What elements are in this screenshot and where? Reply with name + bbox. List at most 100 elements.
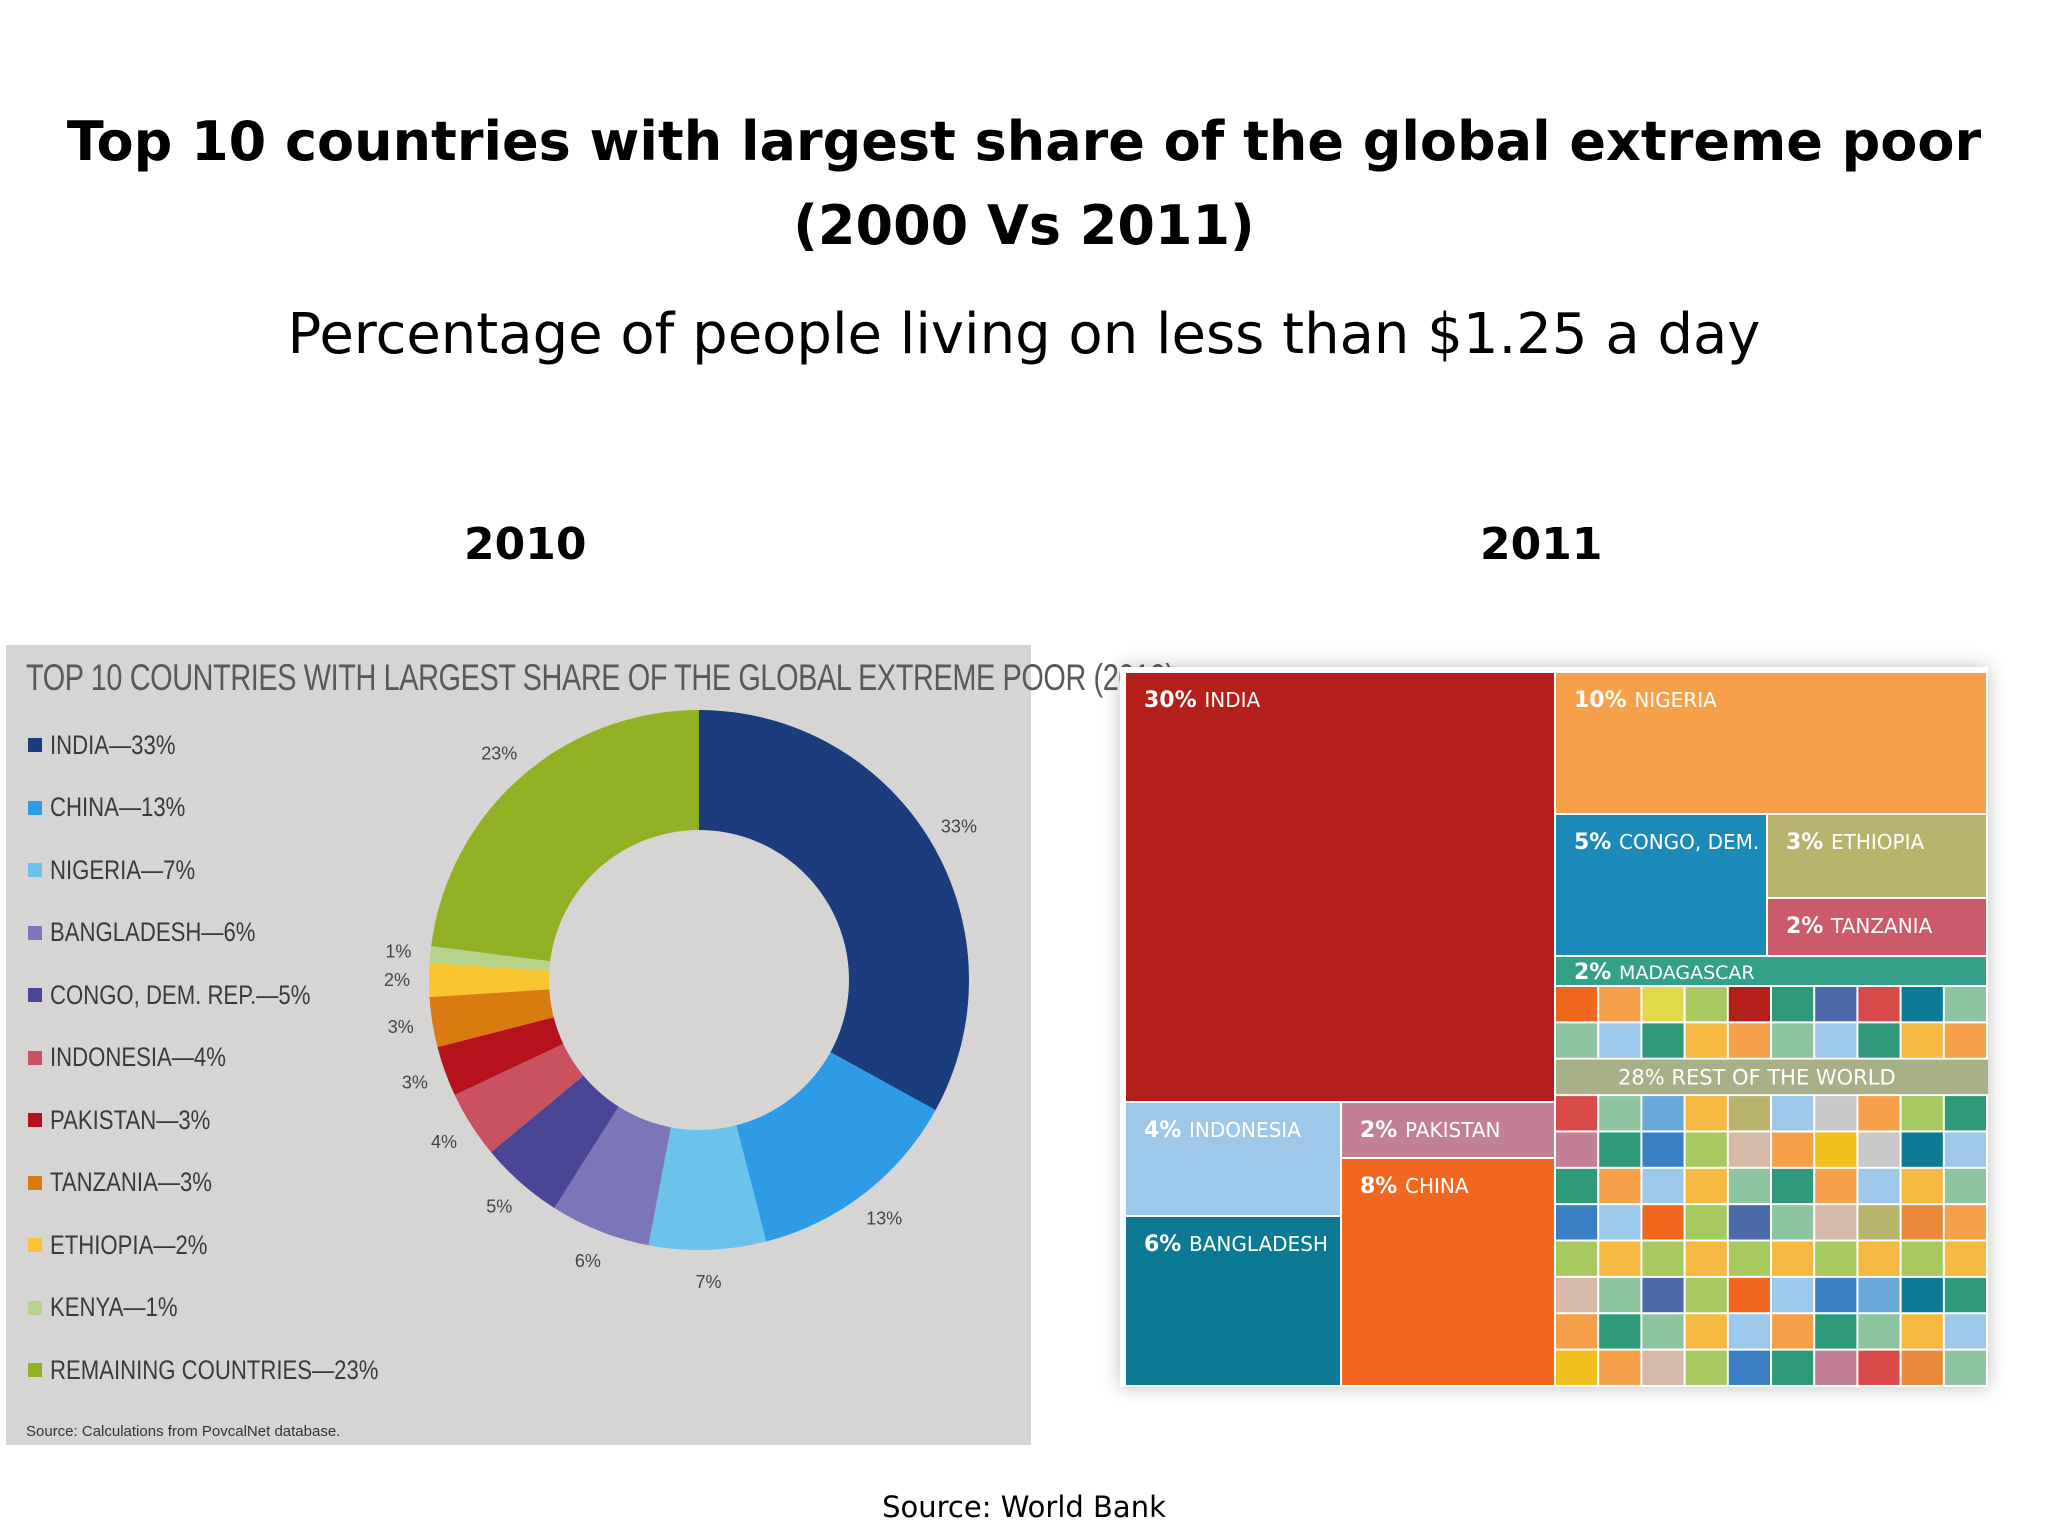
treemap-mosaic-tile: [1642, 987, 1684, 1022]
donut-data-label-congo-dem-rep: 5%: [486, 1197, 512, 1217]
legend-swatch: [28, 1363, 42, 1377]
legend-item-nigeria: NIGERIA—7%: [28, 850, 227, 890]
treemap-mosaic-tile: [1901, 1132, 1943, 1167]
treemap-mosaic-tile: [1901, 1350, 1943, 1385]
legend-swatch: [28, 800, 42, 815]
treemap-mosaic-tile: [1815, 1168, 1857, 1204]
treemap-cell-bangladesh: [1126, 1217, 1340, 1385]
treemap-mosaic-tile: [1642, 1277, 1684, 1313]
treemap-mosaic-tile: [1772, 1241, 1814, 1276]
donut-data-label-india: 33%: [941, 816, 977, 836]
legend-swatch: [28, 1050, 42, 1065]
legend-item-remaining-countries: REMAINING COUNTRIES—23%: [28, 1350, 451, 1390]
treemap-mosaic-tile: [1858, 1277, 1900, 1313]
treemap-mosaic-tile: [1556, 1096, 1598, 1131]
treemap-mosaic-tile: [1599, 1096, 1641, 1131]
treemap-mosaic-tile: [1944, 1277, 1986, 1313]
legend-swatch: [28, 863, 42, 877]
treemap-mosaic-tile: [1901, 987, 1943, 1022]
treemap-mosaic-tile: [1556, 1132, 1598, 1167]
treemap-mosaic-tile: [1599, 987, 1641, 1022]
treemap-label-china: 8% CHINA: [1360, 1174, 1469, 1199]
treemap-mosaic-tile: [1685, 1132, 1727, 1167]
treemap-mosaic-tile: [1858, 1168, 1900, 1204]
treemap-mosaic-tile: [1944, 1168, 1986, 1204]
treemap-label-pakistan: 2% PAKISTAN: [1360, 1118, 1501, 1143]
treemap-mosaic-tile: [1642, 1168, 1684, 1204]
legend-item-china: CHINA—13%: [28, 788, 215, 828]
treemap-mosaic-tile: [1599, 1277, 1641, 1313]
treemap-mosaic-tile: [1685, 1096, 1727, 1131]
treemap-mosaic-tile: [1685, 1350, 1727, 1385]
treemap-mosaic-tile: [1901, 1096, 1943, 1131]
donut-chart-title: TOP 10 COUNTRIES WITH LARGEST SHARE OF T…: [26, 657, 1175, 698]
treemap-mosaic-tile: [1944, 1241, 1986, 1276]
donut-source-note: Source: Calculations from PovcalNet data…: [26, 1423, 341, 1440]
donut-data-label-indonesia: 4%: [431, 1132, 457, 1152]
treemap-mosaic-tile: [1772, 1132, 1814, 1167]
legend-label: TANZANIA—3%: [50, 1167, 212, 1197]
treemap-mosaic-tile: [1858, 987, 1900, 1022]
treemap-mosaic-tile: [1685, 987, 1727, 1022]
treemap-mosaic-tile: [1728, 1096, 1770, 1131]
donut-slice-nigeria: [648, 1125, 767, 1250]
treemap-mosaic-tile: [1944, 1096, 1986, 1131]
donut-chart: 33% 13% 7% 6% 5% 4% 3% 3% 2% 1% 23%: [384, 710, 977, 1292]
treemap-mosaic-tile: [1728, 987, 1770, 1022]
treemap-chart-panel: 28% REST OF THE WORLD 30% INDIA 10% NIGERI…: [1120, 667, 1988, 1387]
treemap-mosaic-tile: [1858, 1241, 1900, 1276]
legend-item-bangladesh: BANGLADESH—6%: [28, 913, 301, 953]
treemap-label-indonesia: 4% INDONESIA: [1144, 1118, 1301, 1143]
treemap-mosaic-tile: [1858, 1132, 1900, 1167]
treemap-mosaic-tile: [1556, 1241, 1598, 1276]
legend-item-congo-dem-rep: CONGO, DEM. REP.—5%: [28, 975, 368, 1015]
treemap-mosaic-tile: [1642, 1350, 1684, 1385]
treemap-mosaic-tile: [1772, 1350, 1814, 1385]
treemap-mosaic-tile: [1772, 1314, 1814, 1349]
legend-label: REMAINING COUNTRIES—23%: [50, 1354, 379, 1385]
treemap-mosaic-tile: [1772, 987, 1814, 1022]
treemap-mosaic-tile: [1685, 1277, 1727, 1313]
treemap-mosaic-tile: [1556, 1350, 1598, 1385]
donut-data-label-bangladesh: 6%: [575, 1251, 601, 1271]
page-title: Top 10 countries with largest share of t…: [66, 110, 1982, 257]
treemap-mosaic-tile: [1772, 1205, 1814, 1240]
treemap-mosaic-tile: [1944, 1205, 1986, 1240]
donut-slice-kenya: [429, 946, 551, 971]
donut-data-label-ethiopia: 2%: [384, 970, 410, 990]
treemap-cell-madagascar: [1556, 957, 1986, 985]
donut-data-label-kenya: 1%: [385, 942, 411, 962]
treemap-mosaic-tile: [1728, 1241, 1770, 1276]
donut-slice-bangladesh: [554, 1106, 671, 1246]
treemap-mosaic-tile: [1728, 1168, 1770, 1204]
legend-item-ethiopia: ETHIOPIA—2%: [28, 1225, 242, 1265]
treemap-mosaic-tile: [1728, 1132, 1770, 1167]
donut-data-label-remaining-countries: 23%: [481, 743, 517, 763]
legend-item-indonesia: INDONESIA—4%: [28, 1038, 265, 1078]
treemap-label-india: 30% INDIA: [1144, 688, 1260, 713]
treemap-mosaic-tile: [1944, 1350, 1986, 1385]
treemap-mosaic-tile: [1728, 1205, 1770, 1240]
legend-label: CONGO, DEM. REP.—5%: [50, 979, 311, 1010]
treemap-chart: 28% REST OF THE WORLD 30% INDIA 10% NIGERI…: [1126, 673, 1988, 1385]
treemap-mosaic-tile: [1815, 1132, 1857, 1167]
treemap-mosaic-tile: [1858, 1350, 1900, 1385]
treemap-mosaic-tile: [1728, 1023, 1770, 1058]
treemap-mosaic-tile: [1901, 1168, 1943, 1204]
legend-item-tanzania: TANZANIA—3%: [28, 1163, 248, 1203]
legend-swatch: [28, 1175, 42, 1190]
treemap-mosaic-tile: [1642, 1023, 1684, 1058]
donut-slice-china: [736, 1052, 936, 1242]
donut-slice-tanzania: [429, 989, 554, 1048]
legend-swatch: [28, 1113, 42, 1127]
treemap-mosaic-tile: [1685, 1314, 1727, 1349]
treemap-mosaic-tile: [1556, 1277, 1598, 1313]
treemap-mosaic-tile: [1772, 1023, 1814, 1058]
treemap-mosaic-tile: [1815, 1241, 1857, 1276]
treemap-mosaic-tile: [1642, 1205, 1684, 1240]
donut-slice-pakistan: [437, 1017, 564, 1095]
treemap-mosaic-tile: [1901, 1205, 1943, 1240]
treemap-mosaic-tile: [1599, 1350, 1641, 1385]
treemap-mosaic-tile: [1642, 1241, 1684, 1276]
treemap-mosaic-tile: [1901, 1314, 1943, 1349]
